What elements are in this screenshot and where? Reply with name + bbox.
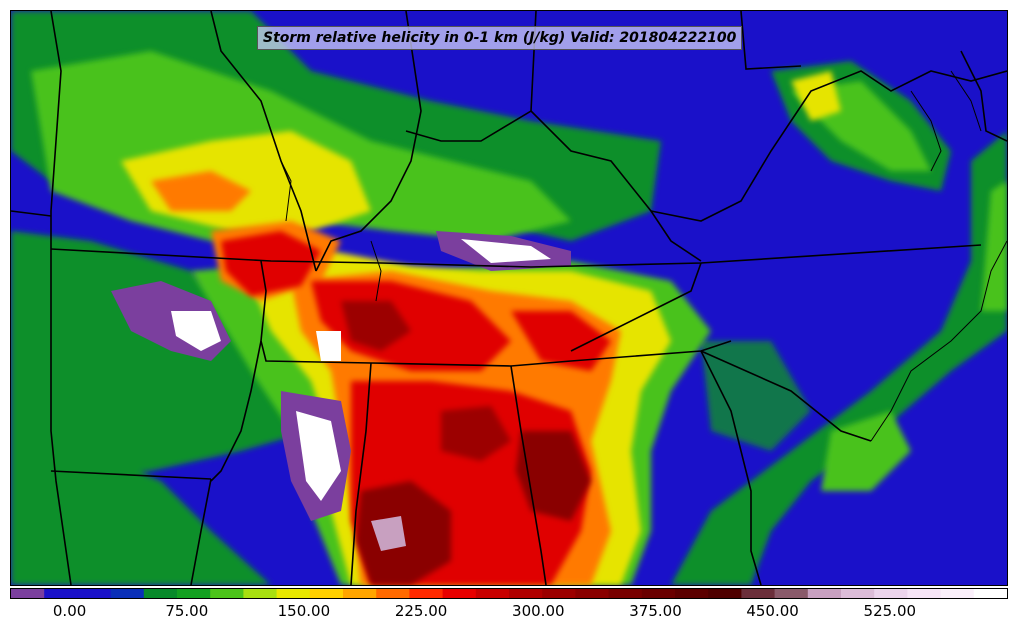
colorbar-swatch	[973, 589, 1007, 598]
colorbar-swatch	[11, 589, 45, 598]
colorbar-swatch	[708, 589, 742, 598]
colorbar-swatch	[940, 589, 975, 598]
colorbar-swatch	[575, 589, 610, 598]
colorbar-swatch	[675, 589, 709, 598]
map-title: Storm relative helicity in 0-1 km (J/kg)…	[257, 26, 743, 50]
colorbar-swatch	[276, 589, 311, 598]
colorbar-swatch	[177, 589, 211, 598]
colorbar-tick-label: 150.00	[277, 602, 331, 620]
colorbar-swatch	[874, 589, 908, 598]
colorbar-swatch	[841, 589, 875, 598]
colorbar-tick-label: 375.00	[629, 602, 682, 620]
colorbar-swatch	[542, 589, 576, 598]
colorbar-swatch	[475, 589, 510, 598]
colorbar-tick-label: 525.00	[863, 602, 917, 620]
colorbar-swatch	[243, 589, 278, 598]
colorbar-swatch	[409, 589, 444, 598]
colorbar-swatch	[907, 589, 942, 598]
colorbar-swatches	[11, 589, 1007, 598]
colorbar-swatch	[77, 589, 112, 598]
colorbar-swatch	[509, 589, 543, 598]
colorbar-swatch	[641, 589, 676, 598]
colorbar-swatch	[44, 589, 78, 598]
colorbar	[10, 588, 1008, 599]
colorbar-tick-label: 75.00	[165, 602, 209, 620]
map-panel: Storm relative helicity in 0-1 km (J/kg)…	[10, 10, 1008, 586]
colorbar-swatch	[210, 589, 244, 598]
colorbar-tick-label: 450.00	[746, 602, 799, 620]
colorbar-ticks: 0.00 75.00 150.00 225.00 300.00 375.00 450.00 5…	[10, 600, 1008, 630]
colorbar-swatch	[309, 589, 344, 598]
colorbar-swatch	[110, 589, 145, 598]
field-purple-white	[111, 231, 571, 551]
colorbar-swatch	[741, 589, 776, 598]
colorbar-swatch	[143, 589, 178, 598]
colorbar-swatch	[376, 589, 410, 598]
state-boundaries	[11, 11, 1007, 585]
colorbar-tick-label: 0.00	[52, 602, 87, 620]
colorbar-tick-label: 225.00	[394, 602, 448, 620]
colorbar-swatch	[608, 589, 643, 598]
colorbar-swatch	[807, 589, 842, 598]
colorbar-swatch	[774, 589, 809, 598]
helicity-field-map	[11, 11, 1007, 585]
colorbar-swatch	[442, 589, 477, 598]
colorbar-swatch	[343, 589, 377, 598]
coastline-rivers	[280, 70, 1007, 442]
colorbar-tick-label: 300.00	[512, 602, 565, 620]
